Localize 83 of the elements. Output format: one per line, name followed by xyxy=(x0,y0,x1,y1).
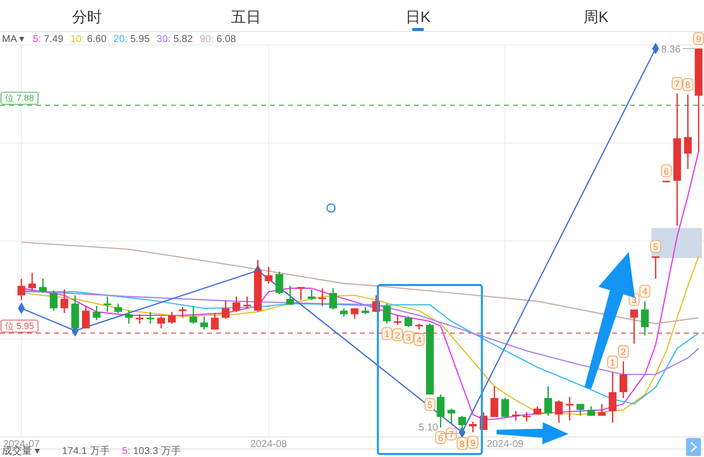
candlestick xyxy=(501,397,509,419)
candlestick xyxy=(125,310,133,324)
text: 5 xyxy=(653,242,658,252)
text: 4 xyxy=(642,286,648,297)
candlestick xyxy=(620,360,628,399)
candlestick xyxy=(136,314,144,324)
text: 2 xyxy=(395,330,400,340)
candlestick xyxy=(469,421,477,433)
candlestick xyxy=(18,278,26,301)
candlestick xyxy=(200,316,208,330)
text: 20: 5.95 xyxy=(114,34,150,45)
candlestick xyxy=(684,94,692,170)
text: 2 xyxy=(620,346,626,357)
text: 9 xyxy=(696,34,702,44)
candlestick xyxy=(178,306,186,318)
annotation: MA ▾ xyxy=(2,34,24,45)
text: 30: 5.82 xyxy=(156,34,194,45)
candlestick xyxy=(608,371,616,424)
candlestick xyxy=(512,410,520,422)
candlestick xyxy=(404,316,412,328)
candlestick xyxy=(276,271,284,295)
candlestick xyxy=(39,278,47,294)
text: 90: 6.08 xyxy=(200,34,236,45)
text: 日K xyxy=(405,9,431,26)
text: 8 xyxy=(685,80,690,90)
ref-line-label: 位 7.88 xyxy=(5,93,34,104)
annotation: 8.36 xyxy=(661,44,682,56)
candlestick xyxy=(394,314,402,326)
candlestick xyxy=(490,386,498,418)
text: 五日 xyxy=(231,9,261,26)
text: 分时 xyxy=(72,9,102,26)
text: 7 xyxy=(674,78,680,89)
candlestick xyxy=(522,412,530,422)
text: 1 xyxy=(384,329,390,340)
text: 9 xyxy=(470,438,476,448)
text: 5 xyxy=(427,400,432,410)
text: 4 xyxy=(416,335,422,346)
candlestick xyxy=(243,296,251,309)
candlestick xyxy=(60,288,68,314)
text: 5: 7.49 xyxy=(32,34,64,45)
candlestick xyxy=(286,285,294,306)
candlestick xyxy=(383,302,391,324)
x-tick-label: 2024-08 xyxy=(250,439,288,450)
candlestick xyxy=(566,396,574,422)
candlestick xyxy=(82,305,90,330)
text: 8 xyxy=(460,438,465,449)
candlestick xyxy=(297,286,305,301)
candlestick xyxy=(436,394,444,428)
candlestick xyxy=(222,299,230,320)
candlestick xyxy=(114,302,122,314)
x-tick-label: 2024-09 xyxy=(486,439,524,450)
annotation: 5.10 xyxy=(418,422,439,434)
candlestick xyxy=(211,312,219,330)
candlestick xyxy=(28,272,36,292)
text: 3 xyxy=(406,332,411,343)
text: 5: 103.3 万手 xyxy=(122,445,181,457)
candlestick xyxy=(104,296,112,312)
candlestick xyxy=(641,300,649,336)
ref-line-label: 位 5.95 xyxy=(5,321,34,332)
candlestick xyxy=(146,311,154,324)
candlestick xyxy=(544,386,552,416)
candlestick xyxy=(630,308,638,344)
text: 周K xyxy=(583,9,609,26)
candlestick xyxy=(232,296,240,312)
candlestick xyxy=(308,288,316,301)
candlestick xyxy=(448,408,456,425)
text: 7 xyxy=(448,430,454,440)
candlestick xyxy=(168,311,176,324)
candlestick xyxy=(50,290,58,312)
candlestick xyxy=(555,400,563,424)
candlestick xyxy=(157,316,165,330)
candlestick xyxy=(92,305,100,321)
text: 6 xyxy=(664,166,669,176)
candlestick xyxy=(652,256,660,280)
candlestick xyxy=(190,305,198,324)
candlestick xyxy=(318,288,326,307)
candlestick xyxy=(264,266,272,284)
text: 174.1 万手 xyxy=(62,445,110,457)
text: 10: 6.60 xyxy=(70,34,107,45)
text: 1 xyxy=(610,358,616,368)
candlestick xyxy=(329,288,337,310)
text: 3 xyxy=(632,294,637,305)
text: 6 xyxy=(438,433,444,444)
